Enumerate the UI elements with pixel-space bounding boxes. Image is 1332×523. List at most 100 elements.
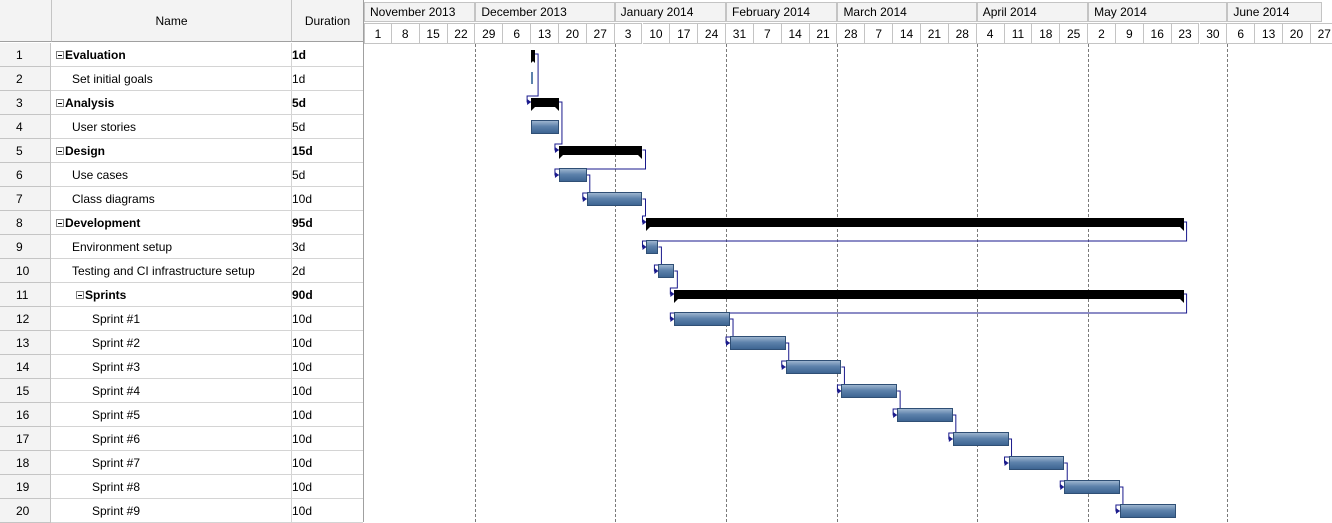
task-row[interactable]: 7 Class diagrams 10d — [0, 187, 363, 211]
task-bar[interactable] — [952, 432, 1009, 446]
task-name-cell[interactable]: Sprint #7 — [51, 451, 292, 475]
task-row[interactable]: 13 Sprint #2 10d — [0, 331, 363, 355]
task-bar[interactable] — [646, 240, 659, 254]
task-duration[interactable]: 1d — [292, 67, 363, 91]
task-duration[interactable]: 90d — [292, 283, 363, 307]
task-bar[interactable] — [730, 336, 786, 350]
collapse-toggle-icon[interactable] — [56, 98, 64, 107]
task-row[interactable]: 2 Set initial goals 1d — [0, 67, 363, 91]
task-bar[interactable] — [841, 384, 898, 398]
task-name-cell[interactable]: Sprint #9 — [51, 499, 292, 523]
task-duration[interactable]: 10d — [292, 379, 363, 403]
task-bar[interactable] — [1008, 456, 1065, 470]
task-name-cell[interactable]: Use cases — [51, 163, 292, 187]
task-bar[interactable] — [674, 312, 731, 326]
collapse-toggle-icon[interactable] — [76, 290, 84, 299]
task-row[interactable]: 16 Sprint #5 10d — [0, 403, 363, 427]
task-duration[interactable]: 95d — [292, 211, 363, 235]
task-row[interactable]: 18 Sprint #7 10d — [0, 451, 363, 475]
task-duration[interactable]: 10d — [292, 307, 363, 331]
week-header: 1 — [364, 23, 392, 44]
task-duration[interactable]: 10d — [292, 187, 363, 211]
task-bar[interactable] — [558, 168, 587, 182]
task-row[interactable]: 15 Sprint #4 10d — [0, 379, 363, 403]
task-bar[interactable] — [897, 408, 953, 422]
task-name-cell[interactable]: Testing and CI infrastructure setup — [51, 259, 292, 283]
collapse-toggle-icon[interactable] — [56, 218, 64, 227]
task-name-cell[interactable]: Sprint #3 — [51, 355, 292, 379]
month-header: December 2013 — [475, 2, 615, 22]
task-duration[interactable]: 5d — [292, 115, 363, 139]
task-name-cell[interactable]: Sprint #4 — [51, 379, 292, 403]
task-name-cell[interactable]: Sprint #1 — [51, 307, 292, 331]
task-row[interactable]: 1 Evaluation 1d — [0, 43, 363, 67]
task-row[interactable]: 3 Analysis 5d — [0, 91, 363, 115]
task-duration[interactable]: 10d — [292, 403, 363, 427]
dependency-links — [526, 53, 1188, 514]
week-header: 21 — [809, 23, 838, 44]
summary-bar[interactable] — [646, 218, 1184, 231]
task-duration[interactable]: 5d — [292, 163, 363, 187]
task-name-cell[interactable]: User stories — [51, 115, 292, 139]
task-duration[interactable]: 5d — [292, 91, 363, 115]
task-bar[interactable] — [658, 264, 675, 278]
task-duration[interactable]: 15d — [292, 139, 363, 163]
task-name-cell[interactable]: Sprint #6 — [51, 427, 292, 451]
task-row[interactable]: 5 Design 15d — [0, 139, 363, 163]
task-row[interactable]: 10 Testing and CI infrastructure setup 2d — [0, 259, 363, 283]
task-name: Environment setup — [72, 240, 173, 254]
summary-bar[interactable] — [531, 50, 536, 63]
task-row[interactable]: 8 Development 95d — [0, 211, 363, 235]
task-row[interactable]: 19 Sprint #8 10d — [0, 475, 363, 499]
task-name: Analysis — [65, 96, 115, 110]
task-name-cell[interactable]: Sprint #2 — [51, 331, 292, 355]
task-bar[interactable] — [785, 360, 842, 374]
task-name-cell[interactable]: Set initial goals — [51, 67, 292, 91]
week-header: 7 — [753, 23, 782, 44]
task-duration[interactable]: 10d — [292, 499, 363, 523]
task-duration[interactable]: 10d — [292, 355, 363, 379]
summary-bar[interactable] — [674, 290, 1184, 303]
task-name: Sprint #6 — [92, 432, 141, 446]
task-duration[interactable]: 3d — [292, 235, 363, 259]
task-row[interactable]: 20 Sprint #9 10d — [0, 499, 363, 523]
task-row[interactable]: 11 Sprints 90d — [0, 283, 363, 307]
task-row[interactable]: 4 User stories 5d — [0, 115, 363, 139]
task-name-cell[interactable]: Design — [51, 139, 292, 163]
task-duration[interactable]: 10d — [292, 475, 363, 499]
id-column-header[interactable] — [0, 0, 52, 42]
task-row[interactable]: 6 Use cases 5d — [0, 163, 363, 187]
task-name-cell[interactable]: Analysis — [51, 91, 292, 115]
task-row[interactable]: 9 Environment setup 3d — [0, 235, 363, 259]
duration-column-header[interactable]: Duration — [292, 0, 363, 42]
summary-bar[interactable] — [558, 146, 643, 159]
summary-bar[interactable] — [531, 98, 559, 111]
task-duration[interactable]: 10d — [292, 331, 363, 355]
week-header: 10 — [642, 23, 671, 44]
task-row[interactable]: 12 Sprint #1 10d — [0, 307, 363, 331]
task-bar[interactable] — [1119, 504, 1176, 518]
task-name: Design — [65, 144, 106, 158]
row-number: 1 — [0, 43, 51, 67]
task-name-cell[interactable]: Development — [51, 211, 292, 235]
task-bar[interactable] — [531, 120, 559, 134]
task-row[interactable]: 14 Sprint #3 10d — [0, 355, 363, 379]
task-bar[interactable] — [1064, 480, 1120, 494]
task-name-cell[interactable]: Sprints — [51, 283, 292, 307]
task-name-cell[interactable]: Sprint #8 — [51, 475, 292, 499]
name-column-header[interactable]: Name — [52, 0, 292, 42]
task-duration[interactable]: 10d — [292, 451, 363, 475]
task-duration[interactable]: 10d — [292, 427, 363, 451]
task-name-cell[interactable]: Evaluation — [51, 43, 292, 67]
collapse-toggle-icon[interactable] — [56, 50, 64, 59]
task-name-cell[interactable]: Environment setup — [51, 235, 292, 259]
task-name-cell[interactable]: Class diagrams — [51, 187, 292, 211]
milestone-bar[interactable] — [530, 72, 533, 84]
collapse-toggle-icon[interactable] — [56, 146, 64, 155]
task-row[interactable]: 17 Sprint #6 10d — [0, 427, 363, 451]
task-name-cell[interactable]: Sprint #5 — [51, 403, 292, 427]
row-number: 13 — [0, 331, 51, 355]
task-bar[interactable] — [586, 192, 643, 206]
task-duration[interactable]: 2d — [292, 259, 363, 283]
task-duration[interactable]: 1d — [292, 43, 363, 67]
